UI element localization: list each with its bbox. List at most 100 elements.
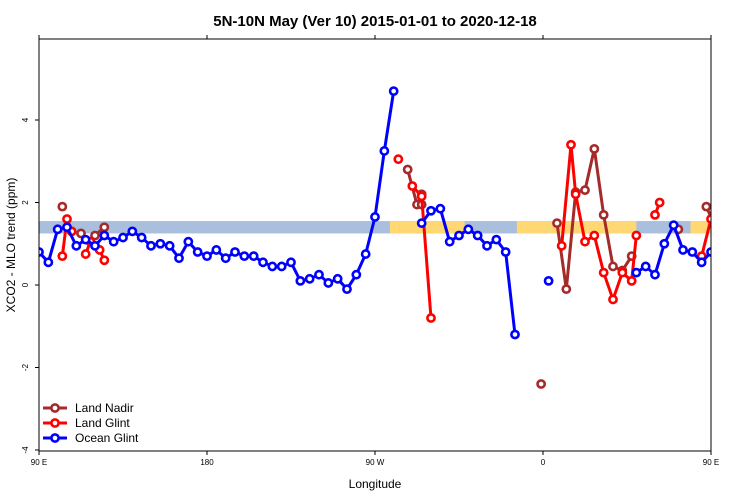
ocean-glint-point-0-14 bbox=[164, 240, 175, 251]
ocean-glint-point-3-6 bbox=[687, 247, 698, 257]
ocean-glint-point-0-10 bbox=[127, 226, 138, 237]
land-glint-point-1-1 bbox=[80, 249, 91, 259]
land-glint-point-6-0 bbox=[650, 209, 660, 220]
land-glint-point-5-2 bbox=[570, 189, 581, 200]
land-highlight-6 bbox=[690, 221, 711, 234]
ocean-glint-point-0-22 bbox=[239, 251, 250, 262]
ocean-glint-point-1-10 bbox=[510, 329, 520, 340]
land-glint-point-5-5 bbox=[598, 267, 609, 278]
land-nadir-point-5-4 bbox=[589, 143, 600, 154]
land-glint-point-9-1 bbox=[740, 232, 747, 239]
land-glint-point-0-1 bbox=[62, 214, 72, 224]
land-nadir-point-2-1 bbox=[90, 230, 100, 241]
ocean-glint-point-0-8 bbox=[108, 236, 119, 247]
ocean-glint-point-0-4 bbox=[71, 240, 82, 251]
legend-marker-land-glint bbox=[50, 418, 60, 428]
ocean-glint-point-3-2 bbox=[650, 269, 660, 280]
land-nadir-point-0-0 bbox=[57, 201, 68, 212]
ocean-glint-point-3-3 bbox=[659, 238, 670, 249]
plot-area bbox=[39, 86, 750, 389]
land-nadir-point-5-3 bbox=[580, 185, 590, 196]
ocean-glint-point-0-30 bbox=[314, 269, 324, 280]
ocean-glint-point-0-26 bbox=[276, 261, 287, 272]
ocean-glint-point-0-13 bbox=[155, 238, 166, 249]
ocean-glint-point-3-12 bbox=[745, 242, 750, 249]
x-tick-label: 90 E bbox=[31, 458, 47, 467]
chart-title: 5N-10N May (Ver 10) 2015-01-01 to 2020-1… bbox=[213, 13, 537, 30]
ocean-glint-point-0-20 bbox=[220, 253, 231, 264]
ocean-glint-point-1-3 bbox=[444, 236, 455, 247]
land-glint-point-6-1 bbox=[654, 197, 665, 208]
y-tick-label: 0 bbox=[21, 282, 30, 287]
ocean-glint-point-0-3 bbox=[62, 222, 72, 233]
y-tick-label: -4 bbox=[21, 446, 30, 454]
land-nadir-point-4-0 bbox=[536, 379, 547, 389]
land-nadir-point-5-1 bbox=[561, 284, 572, 295]
land-nadir-point-7-1 bbox=[710, 225, 711, 229]
land-nadir-point-5-5 bbox=[598, 209, 609, 220]
land-glint-point-5-9 bbox=[631, 230, 642, 241]
ocean-glint-point-1-0 bbox=[416, 218, 427, 229]
land-nadir-point-5-6 bbox=[608, 261, 618, 272]
land-glint-line-9 bbox=[739, 236, 744, 261]
land-highlight-0 bbox=[389, 221, 400, 234]
ocean-glint-point-0-17 bbox=[192, 247, 203, 257]
land-glint-point-4-0 bbox=[407, 181, 418, 191]
ocean-glint-point-0-2 bbox=[52, 224, 63, 235]
ocean-glint-point-0-38 bbox=[388, 86, 399, 97]
land-glint-line-7 bbox=[700, 218, 711, 257]
ocean-glint-point-0-1 bbox=[43, 257, 54, 268]
land-glint-point-5-8 bbox=[626, 275, 637, 286]
ocean-glint-point-3-8 bbox=[706, 247, 711, 257]
land-glint-point-8-1 bbox=[731, 242, 738, 249]
ocean-glint-point-0-35 bbox=[360, 249, 371, 259]
land-nadir-line-8 bbox=[734, 227, 743, 233]
y-axis: -4 -2 0 2 4 bbox=[21, 117, 39, 454]
land-glint-point-0-0 bbox=[57, 251, 68, 262]
ocean-glint-point-1-9 bbox=[500, 247, 511, 257]
ocean-glint-point-1-1 bbox=[426, 205, 436, 216]
land-nadir-point-2-0 bbox=[99, 222, 110, 233]
land-nadir-point-7-0 bbox=[701, 201, 711, 212]
ocean-glint-point-0-23 bbox=[248, 251, 259, 262]
y-tick-label: -2 bbox=[21, 363, 30, 371]
ocean-glint-point-0-32 bbox=[332, 273, 343, 284]
ocean-glint-point-0-33 bbox=[342, 284, 352, 295]
ocean-glint-point-3-11 bbox=[735, 226, 742, 233]
ocean-glint-point-3-1 bbox=[640, 261, 651, 272]
ocean-glint-point-0-29 bbox=[304, 273, 315, 284]
land-glint-point-5-1 bbox=[566, 139, 576, 150]
land-glint-point-5-6 bbox=[608, 294, 618, 305]
land-glint-point-5-0 bbox=[556, 240, 567, 251]
ocean-glint-point-3-4 bbox=[668, 220, 679, 231]
ocean-glint-point-0-24 bbox=[258, 257, 268, 268]
ocean-glint-point-0-31 bbox=[323, 278, 334, 288]
land-glint-point-3-0 bbox=[393, 154, 404, 165]
ocean-glint-point-3-10 bbox=[726, 226, 733, 233]
ocean-glint-point-3-5 bbox=[678, 245, 688, 255]
land-glint-line-8 bbox=[730, 246, 735, 254]
legend-label-ocean-glint: Ocean Glint bbox=[75, 431, 139, 445]
x-axis-label: Longitude bbox=[349, 477, 402, 491]
ocean-glint-point-1-5 bbox=[463, 224, 474, 235]
ocean-glint-point-0-28 bbox=[295, 275, 306, 286]
ocean-glint-point-1-2 bbox=[435, 203, 446, 214]
land-glint-point-5-4 bbox=[589, 230, 600, 241]
land-nadir-point-8-1 bbox=[731, 230, 738, 237]
land-nadir-point-1-0 bbox=[76, 228, 86, 239]
x-axis: 90 E 180 90 W 0 90 E bbox=[31, 35, 719, 467]
ocean-glint-point-0-36 bbox=[370, 212, 380, 222]
ocean-glint-point-3-9 bbox=[717, 257, 724, 264]
ocean-glint-point-0-9 bbox=[118, 232, 128, 243]
y-axis-label: XCO2 - MLO trend (ppm) bbox=[4, 178, 18, 313]
ocean-glint-point-1-6 bbox=[472, 230, 483, 241]
land-glint-line-5 bbox=[560, 143, 638, 301]
land-glint-point-5-7 bbox=[617, 267, 628, 278]
legend-label-land-nadir: Land Nadir bbox=[75, 401, 134, 415]
legend-label-land-glint: Land Glint bbox=[75, 416, 130, 430]
x-tick-label: 180 bbox=[200, 458, 214, 467]
ocean-glint-point-0-12 bbox=[146, 240, 156, 251]
land-glint-point-4-1 bbox=[416, 191, 427, 202]
